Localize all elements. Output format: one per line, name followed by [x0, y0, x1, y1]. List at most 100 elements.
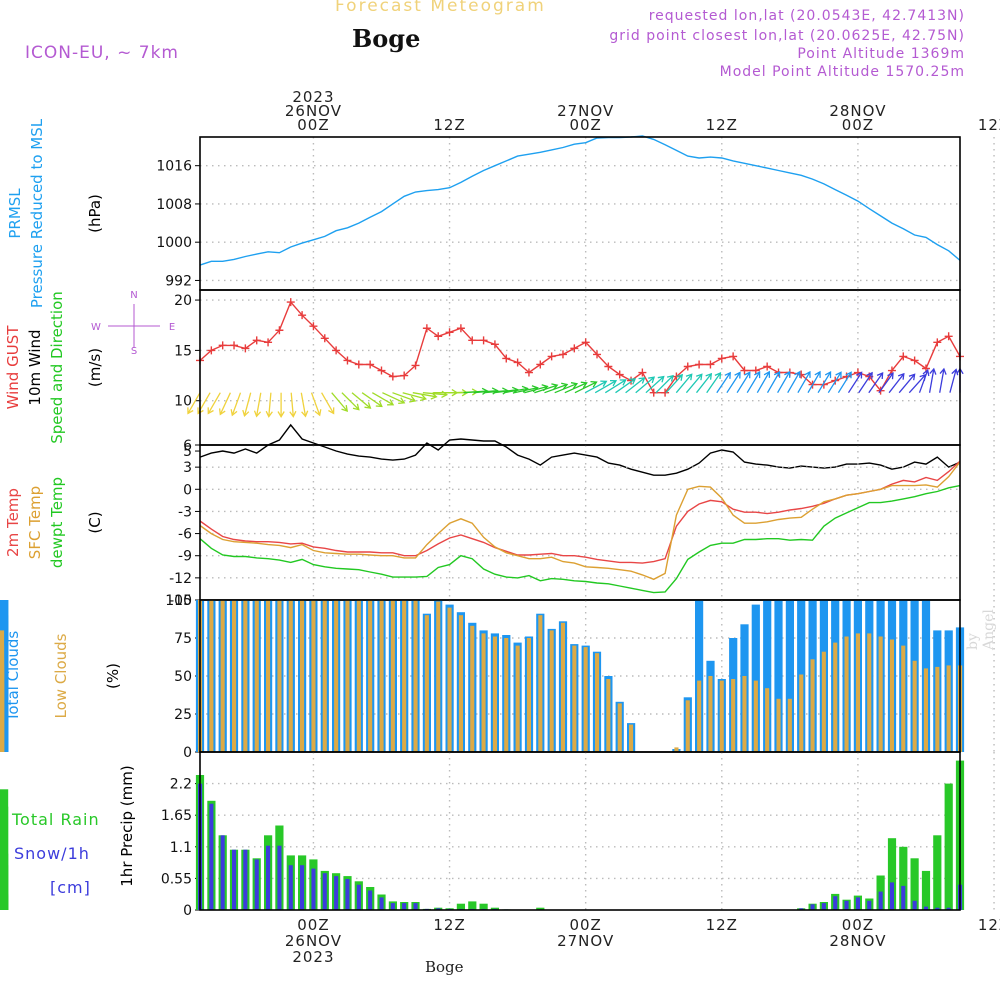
clouds-low_cloud-bar — [617, 703, 622, 752]
grid-point-coords: grid point closest lon,lat (20.0625E, 42… — [609, 28, 965, 44]
wind-arrow-shaft — [321, 392, 335, 414]
wind-arrow — [534, 383, 559, 394]
wind-arrow-head — [657, 375, 665, 383]
clouds-low_cloud-bar — [254, 600, 259, 752]
gust-point — [763, 362, 772, 371]
precip-snow-bar — [220, 835, 225, 910]
wind-arrow-head — [929, 367, 937, 375]
wind-arrow-head — [352, 403, 360, 411]
wind-arrow-shaft — [716, 372, 731, 394]
wind-arrow-shaft — [544, 383, 568, 394]
clouds-low_cloud-bar — [935, 666, 940, 752]
clouds-low_cloud-bar — [629, 724, 634, 752]
wind-arrow — [766, 370, 781, 394]
clouds-low_cloud-bar — [288, 600, 293, 752]
precip-snow-bar — [322, 873, 327, 910]
wind-arrow — [645, 375, 665, 394]
precip-rain-bar — [490, 907, 499, 910]
clouds-low_cloud-bar — [810, 659, 815, 752]
wind-arrow-shaft — [268, 392, 272, 417]
wind-arrow-shaft — [513, 387, 538, 394]
wind-arrow — [665, 373, 684, 394]
gust-point — [320, 334, 329, 343]
precip-snow-bar — [277, 845, 282, 910]
precip-ytick-label: 0.55 — [161, 871, 192, 887]
wind-arrow-head — [695, 373, 703, 381]
wind-arrow-head — [364, 402, 372, 409]
clouds-low_cloud-bar — [300, 600, 305, 752]
wind-arrow-shaft — [300, 392, 307, 417]
clouds-low_cloud-bar — [821, 651, 826, 752]
clouds-low_cloud-bar — [572, 645, 577, 752]
wind-arrow-head — [908, 373, 916, 381]
wind-arrow — [392, 392, 417, 403]
wind-arrow-head — [187, 407, 194, 415]
wind-arrow-shaft — [473, 389, 498, 394]
wind-arrow-head — [328, 407, 335, 415]
wind-arrow — [797, 370, 811, 394]
clouds-low_cloud-bar — [447, 607, 452, 752]
wind-arrow-head — [648, 376, 656, 384]
clouds-low_cloud-bar — [697, 680, 702, 752]
temperature-ytick-label: -12 — [169, 571, 192, 587]
clouds-low_cloud-bar — [799, 674, 804, 752]
gust-point — [490, 340, 499, 349]
temperature-ylabel: (C) — [86, 511, 104, 533]
gust-point — [933, 338, 942, 347]
wind-arrow — [868, 371, 884, 394]
precip-snow-bar — [368, 890, 373, 910]
precip-snow-bar — [345, 879, 350, 910]
bottom-time-label: 00Z — [842, 916, 874, 934]
wind-frame — [199, 289, 961, 446]
wind-arrow-shaft — [665, 374, 683, 394]
clouds-low_cloud-bar — [708, 676, 713, 752]
clouds-low_cloud-bar — [402, 600, 407, 752]
precip-ylabel: 1hr Precip (mm) — [118, 765, 136, 886]
clouds-ytick-label: 0 — [183, 745, 192, 761]
gust-point — [298, 311, 307, 320]
precip-snow-bar — [844, 900, 849, 910]
gust-point — [717, 354, 726, 363]
gust-point — [207, 346, 216, 355]
wind-arrow-head — [207, 407, 214, 415]
wind-arrow — [361, 392, 383, 408]
clouds-low_cloud-bar — [232, 600, 237, 752]
wind-arrow-head — [609, 379, 618, 387]
gust-point — [332, 346, 341, 355]
gust-point — [899, 352, 908, 361]
precip-snow-bar — [799, 908, 804, 910]
precip-snow-bar — [935, 907, 940, 910]
wind-arrow-shaft — [554, 383, 578, 394]
gust-point — [479, 336, 488, 345]
bottom-time-label: 26NOV — [285, 932, 342, 950]
wind-arrow-shaft — [219, 392, 231, 415]
wind-arrow — [341, 392, 360, 411]
wind-arrow-head — [845, 371, 852, 379]
wind-arrow — [858, 371, 873, 394]
gust-point — [411, 361, 420, 370]
wind-arrow-shaft — [756, 371, 770, 394]
precip-rain-bar — [887, 838, 897, 910]
wind-arrow-shaft — [382, 392, 405, 404]
gust-point — [751, 366, 760, 375]
wind-arrow-shaft — [787, 371, 801, 394]
wind-arrow — [706, 371, 722, 394]
precip-snow-bar — [402, 903, 407, 910]
precip-snow-bar — [821, 903, 826, 910]
clouds-ylabel: Low Clouds — [52, 633, 70, 718]
wind-arrow-head — [590, 380, 598, 388]
wind-arrow-head — [666, 374, 674, 382]
wind-arrow-head — [814, 370, 821, 378]
wind-arrow — [918, 368, 930, 393]
clouds-low_cloud-bar — [685, 700, 690, 752]
clouds-low_cloud-bar — [878, 636, 883, 752]
wind-arrow — [756, 370, 771, 394]
wind-arrow-shaft — [564, 382, 587, 394]
temperature-ytick-label: -15 — [169, 593, 192, 609]
wind-arrow-shaft — [868, 372, 884, 394]
clouds-low_cloud-bar — [719, 680, 724, 752]
gust-point — [944, 332, 953, 341]
wind-arrow-shaft — [847, 372, 863, 394]
top-time-label: 28NOV — [829, 102, 886, 120]
